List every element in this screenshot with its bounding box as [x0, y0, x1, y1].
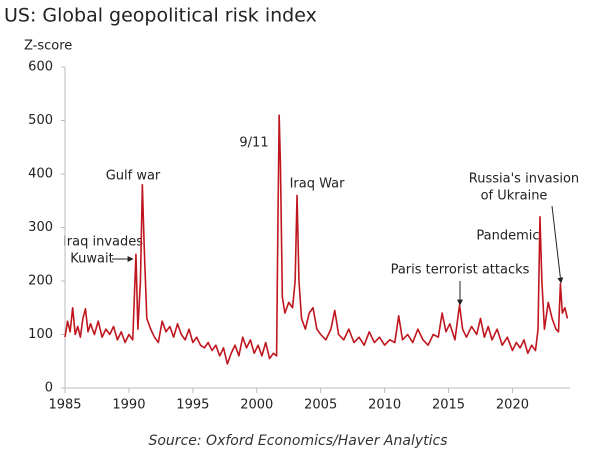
line-series: [64, 114, 569, 365]
annotation: of Ukraine: [481, 189, 548, 204]
x-tick-label: 2010: [368, 398, 401, 413]
annotations: Gulf war Iraq invades Kuwait 9/11 Iraq W…: [63, 136, 579, 306]
x-tick-label: 1985: [48, 398, 81, 413]
annotation: Russia's invasion: [469, 172, 579, 187]
y-tick-label: 0: [45, 381, 53, 396]
chart-title: US: Global geopolitical risk index: [4, 5, 317, 27]
annotation: Paris terrorist attacks: [391, 263, 530, 278]
y-tick-label: 200: [28, 274, 53, 289]
annotation: 9/11: [239, 136, 268, 151]
x-tick-label: 1995: [176, 398, 209, 413]
x-tick-label: 2015: [432, 398, 465, 413]
y-tick-label: 300: [28, 220, 53, 235]
x-tick-label: 2005: [304, 398, 337, 413]
y-axis-label: Z-score: [24, 39, 72, 54]
annotation: Pandemic: [476, 229, 539, 244]
source: Source: Oxford Economics/Haver Analytics: [148, 433, 447, 449]
annotation: Gulf war: [106, 169, 161, 184]
arrow: [551, 205, 564, 284]
x-tick-label: 1990: [112, 398, 145, 413]
y-tick-label: 100: [28, 327, 53, 342]
annotation: Kuwait: [70, 252, 113, 267]
y-tick-label: 600: [28, 60, 53, 75]
x-tick-label: 2020: [496, 398, 529, 413]
annotation: Iraq invades: [63, 235, 143, 250]
y-tick-label: 500: [28, 113, 53, 128]
y-tick-label: 400: [28, 167, 53, 182]
x-tick-label: 2000: [240, 398, 273, 413]
annotation: Iraq War: [290, 177, 346, 192]
